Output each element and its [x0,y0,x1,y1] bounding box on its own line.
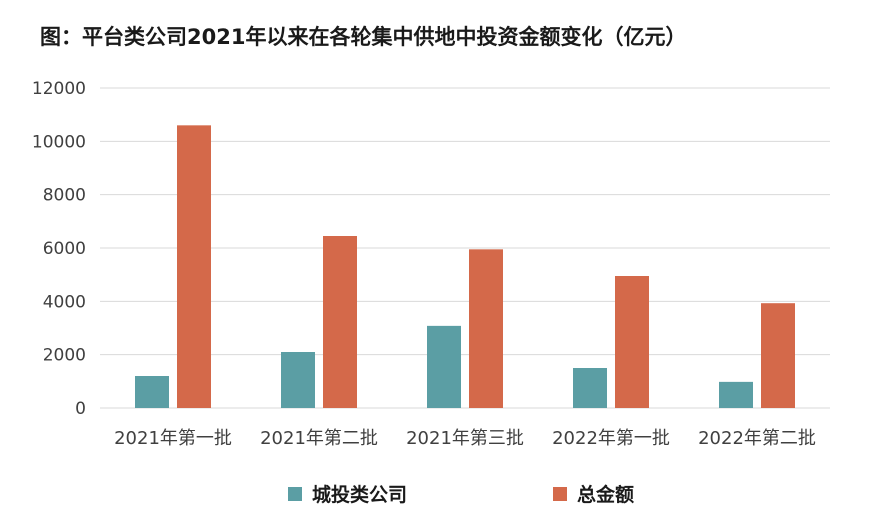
bar-total [323,236,357,408]
bar-chengtou [427,325,461,408]
y-tick-label: 12000 [32,79,86,99]
y-tick-label: 2000 [43,346,86,366]
bar-chengtou [281,352,315,408]
bar-chengtou [135,376,169,408]
x-category-label: 2021年第三批 [406,428,524,449]
x-category-label: 2022年第二批 [698,428,816,449]
gridlines [100,87,830,409]
bar-total [615,276,649,408]
legend-label: 城投类公司 [312,483,407,506]
bar-chengtou [573,368,607,408]
y-tick-label: 6000 [43,239,86,259]
y-tick-label: 4000 [43,292,86,312]
x-axis-categories: 2021年第一批 2021年第二批 2021年第三批 2022年第一批 2022年第二批 [114,428,816,449]
x-category-label: 2021年第二批 [260,428,378,449]
legend-label: 总金额 [577,483,634,506]
x-category-label: 2021年第一批 [114,428,232,449]
legend: 城投类公司 总金额 [288,483,634,506]
bar-chengtou [719,381,753,408]
y-tick-label: 8000 [43,186,86,206]
y-tick-label: 0 [75,399,86,419]
bar-total [177,125,211,408]
bar-total [761,303,795,408]
chart-title: 图：平台类公司2021年以来在各轮集中供地中投资金额变化（亿元） [40,25,686,49]
legend-swatch [288,487,302,501]
y-tick-label: 10000 [32,132,86,152]
bar-total [469,249,503,408]
bars [135,125,795,408]
y-axis-ticks: 0 2000 4000 6000 8000 10000 12000 [32,79,86,419]
legend-swatch [553,487,567,501]
x-category-label: 2022年第一批 [552,428,670,449]
